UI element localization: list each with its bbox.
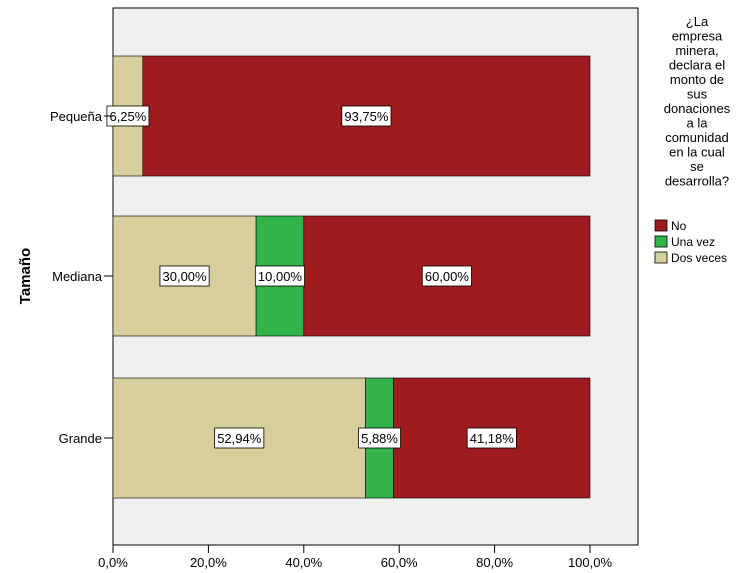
legend-swatch (654, 219, 668, 232)
legend-title-line: ¿La (686, 14, 709, 29)
data-label: 41,18% (470, 431, 515, 446)
legend-title-line: monto de (670, 72, 724, 87)
legend-title-line: empresa (672, 29, 723, 44)
data-label-box (466, 427, 517, 449)
legend-swatch (654, 235, 668, 248)
x-tick-label: 80,0% (476, 555, 513, 570)
data-label: 30,00% (163, 269, 208, 284)
data-label-box (254, 265, 305, 287)
x-axis: 0,0% 20,0% 40,0% 60,0% 80,0% 100,0% (98, 545, 612, 570)
legend-title-line: comunidad (665, 130, 729, 145)
data-label-box (341, 105, 392, 127)
y-tick-label: Grande (59, 431, 102, 446)
data-label: 6,25% (109, 109, 146, 124)
legend-title-line: declara el (669, 58, 725, 73)
data-label: 60,00% (425, 269, 470, 284)
x-tick-label: 0,0% (98, 555, 128, 570)
y-tick-label: Pequeña (50, 109, 103, 124)
data-label: 5,88% (361, 431, 398, 446)
legend-title-line: se (690, 159, 704, 174)
legend-item-label: Dos veces (671, 251, 727, 265)
y-tick-label: Mediana (52, 269, 103, 284)
legend-title-line: minera, (675, 43, 718, 58)
x-tick-label: 100,0% (568, 555, 613, 570)
legend-title-line: sus (687, 87, 708, 102)
y-axis-title: Tamaño (17, 248, 34, 304)
data-label-box (421, 265, 472, 287)
data-label-box (214, 427, 265, 449)
data-label: 10,00% (258, 269, 303, 284)
data-labels-group: 6,25% 93,75% 30,00% 10,00% 60,00% 52,94% 5,88%… (106, 105, 517, 449)
legend-title-line: donaciones (664, 101, 731, 116)
data-label-box (358, 427, 401, 449)
legend-title-line: desarrolla? (665, 174, 729, 189)
data-label: 93,75% (344, 109, 389, 124)
x-tick-label: 60,0% (381, 555, 418, 570)
y-axis: Pequeña Mediana Grande (50, 109, 113, 446)
legend-swatch (654, 251, 668, 264)
x-tick-label: 20,0% (190, 555, 227, 570)
legend-item-label: Una vez (671, 235, 715, 249)
legend-title-line: a la (687, 116, 709, 131)
x-tick-label: 40,0% (285, 555, 322, 570)
legend-title-line: en la cual (669, 145, 725, 160)
legend-item-label: No (671, 219, 687, 233)
data-label: 52,94% (217, 431, 262, 446)
data-label-box (159, 265, 210, 287)
